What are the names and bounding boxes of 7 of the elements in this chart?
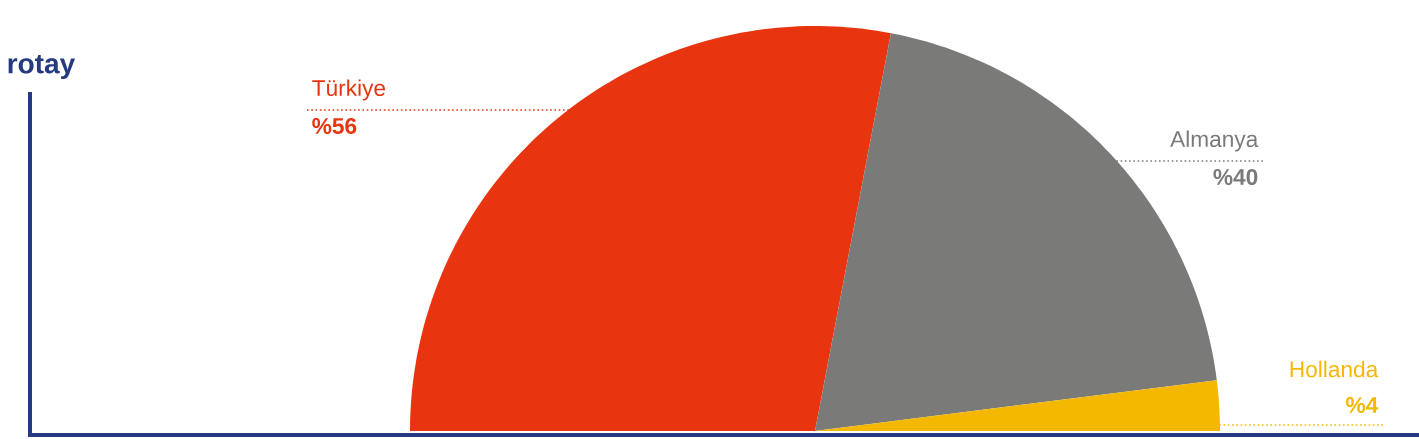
data-label: %4: [1346, 397, 1379, 413]
slice-label: Türkiye: [312, 79, 386, 101]
slice-label: Almanya: [1170, 130, 1259, 152]
data-label: %56: [312, 117, 357, 135]
slice-label: Hollanda: [1290, 360, 1379, 378]
text: rotay: [8, 54, 76, 80]
data-label: %40: [1213, 168, 1258, 186]
